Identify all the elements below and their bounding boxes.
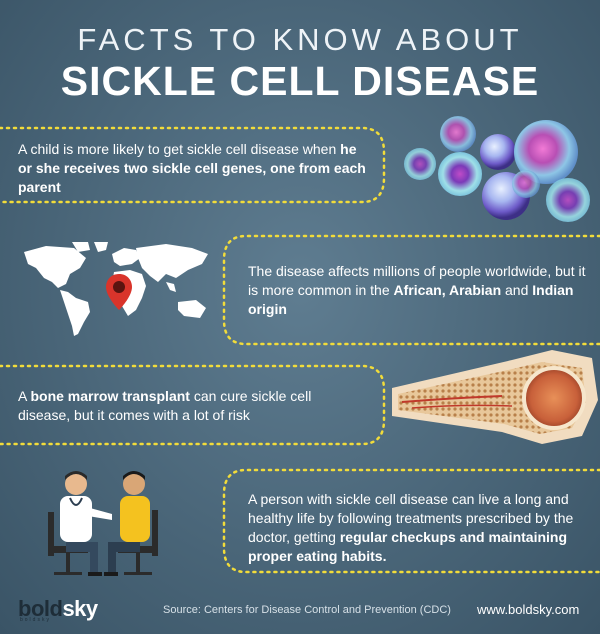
source-citation: Source: Centers for Disease Control and … (163, 604, 451, 616)
fact-4-text: A person with sickle cell disease can li… (248, 491, 574, 545)
bone-cross-section-image (392, 350, 598, 444)
fact-2-bold-b: Indian origin (248, 282, 574, 317)
fact-3-text-b: can cure sickle cell disease, but it com… (18, 388, 312, 423)
fact-3-text-a: A (18, 388, 31, 404)
boldsky-logo: boldsky (18, 596, 98, 622)
page-title-line2: SICKLE CELL DISEASE (60, 58, 540, 104)
fact-1: A child is more likely to get sickle cel… (18, 140, 373, 197)
logo-rest: sky (62, 596, 98, 621)
location-pin-icon (106, 274, 132, 310)
fact-2-bold-a: African, Arabian (393, 282, 502, 298)
fact-3: A bone marrow transplant can cure sickle… (18, 387, 348, 425)
logo-subtext: boldsky (20, 617, 51, 623)
doctor-patient-illustration (48, 471, 158, 576)
website-url[interactable]: www.boldsky.com (477, 602, 580, 617)
fact-2: The disease affects millions of people w… (248, 262, 593, 319)
blood-cells-image (404, 116, 590, 222)
fact-1-text: A child is more likely to get sickle cel… (18, 141, 341, 157)
fact-2-text-b: and (501, 282, 533, 298)
fact-4-bold: regular checkups and maintaining proper … (248, 529, 568, 564)
fact-3-bold: bone marrow transplant (30, 388, 190, 404)
page-title-line1: FACTS TO KNOW ABOUT (77, 22, 523, 57)
logo-bold: bold (18, 596, 63, 621)
fact-2-text-a: The disease affects millions of people w… (248, 263, 586, 298)
fact-1-bold: he or she receives two sickle cell genes… (18, 141, 366, 195)
fact-4: A person with sickle cell disease can li… (248, 490, 593, 566)
